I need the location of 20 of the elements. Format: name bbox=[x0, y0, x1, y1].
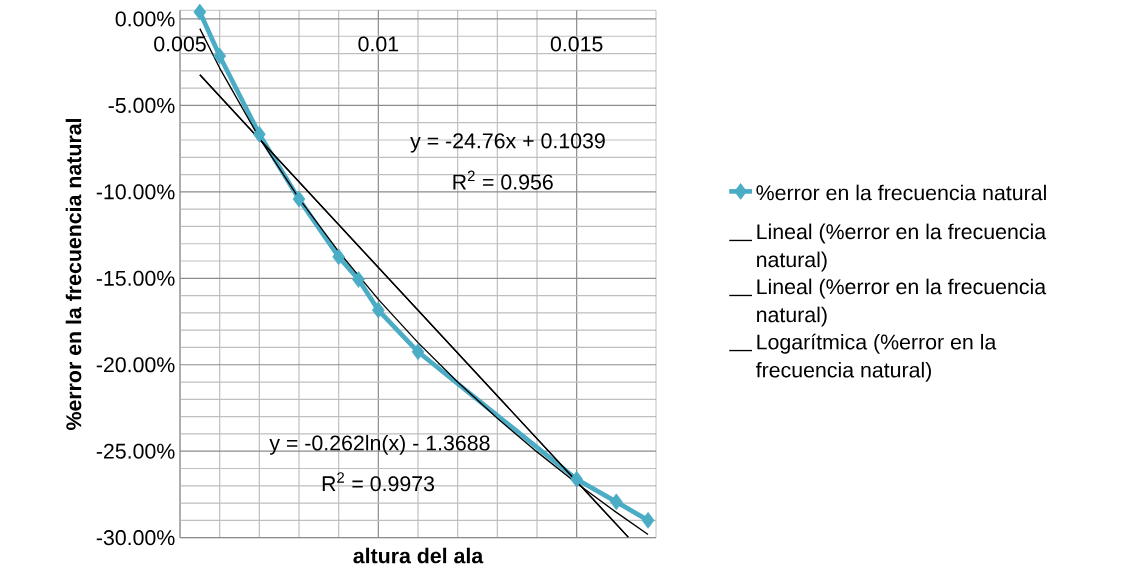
y-tick-label: 0.00% bbox=[115, 11, 175, 27]
x-tick-label: 0.015 bbox=[550, 36, 603, 52]
x-tick-label: 0.005 bbox=[154, 36, 206, 52]
y-tick-label: -5.00% bbox=[108, 97, 175, 113]
x-axis-title: altura del ala bbox=[353, 547, 484, 564]
y-axis-title: %error en la frecuencia natural bbox=[65, 119, 82, 430]
y-tick-label: -15.00% bbox=[96, 270, 175, 286]
y-tick-label: -30.00% bbox=[96, 530, 175, 546]
x-tick-label: 0.01 bbox=[358, 36, 399, 52]
annotation: R$^{2}$ = 0.956 bbox=[453, 170, 553, 190]
y-tick-label: -10.00% bbox=[96, 184, 175, 200]
annotation: y = -0.262ln(x) - 1.3688 bbox=[269, 434, 490, 455]
legend-label: Logarítmica (%error en la frecuencia natural) bbox=[755, 333, 997, 382]
legend-label: %error en la frecuencia natural bbox=[756, 184, 1046, 201]
annotation: y = -24.76x + 0.1039 bbox=[410, 133, 605, 153]
y-tick-label: -20.00% bbox=[96, 357, 175, 373]
legend-label: Lineal (%error en la frecuencia natural) bbox=[757, 223, 1047, 272]
annotation: R$^{2}$ = 0.9973 bbox=[322, 472, 435, 492]
y-tick-label: -25.00% bbox=[96, 443, 175, 459]
legend-label: Lineal (%error en la frecuencia natural) bbox=[757, 278, 1047, 327]
